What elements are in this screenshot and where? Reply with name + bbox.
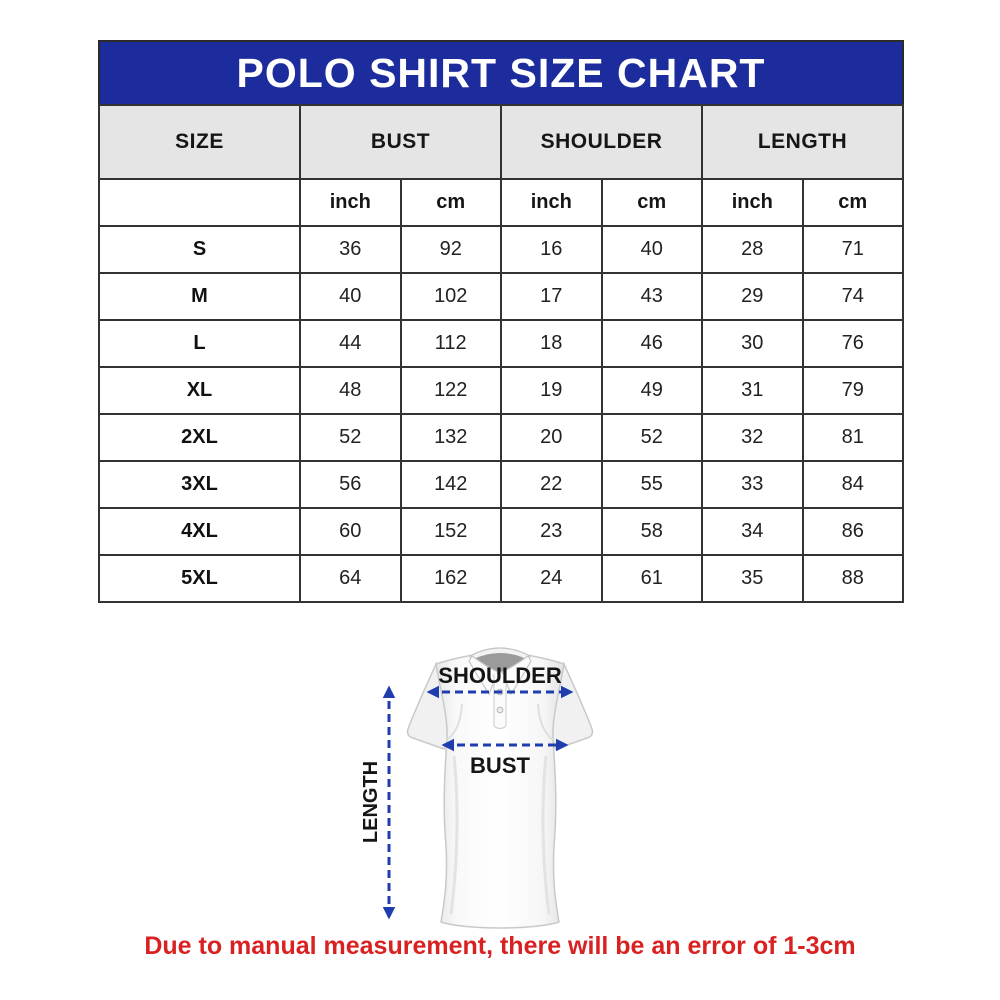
value-cell: 102 (399, 272, 502, 321)
value-cell: 29 (701, 272, 804, 321)
value-cell: 58 (600, 507, 703, 556)
value-cell: 20 (500, 413, 603, 462)
column-header-size: SIZE (98, 104, 301, 180)
unit-cell: cm (801, 178, 904, 227)
value-cell: 36 (299, 225, 402, 274)
value-cell: 43 (600, 272, 703, 321)
size-label: L (98, 319, 301, 368)
table-row: XL 48 122 19 49 31 79 (98, 366, 904, 415)
value-cell: 132 (399, 413, 502, 462)
value-cell: 76 (801, 319, 904, 368)
table-header-row: SIZE BUST SHOULDER LENGTH (98, 104, 904, 180)
unit-cell: inch (299, 178, 402, 227)
size-label: 3XL (98, 460, 301, 509)
value-cell: 142 (399, 460, 502, 509)
value-cell: 74 (801, 272, 904, 321)
value-cell: 16 (500, 225, 603, 274)
value-cell: 88 (801, 554, 904, 603)
value-cell: 152 (399, 507, 502, 556)
value-cell: 24 (500, 554, 603, 603)
value-cell: 92 (399, 225, 502, 274)
shirt-fold-left (449, 755, 459, 915)
chart-title-bar: POLO SHIRT SIZE CHART (98, 40, 904, 104)
size-label: S (98, 225, 301, 274)
value-cell: 31 (701, 366, 804, 415)
value-cell: 17 (500, 272, 603, 321)
value-cell: 64 (299, 554, 402, 603)
value-cell: 55 (600, 460, 703, 509)
table-row: L 44 112 18 46 30 76 (98, 319, 904, 368)
value-cell: 18 (500, 319, 603, 368)
column-header-shoulder: SHOULDER (500, 104, 703, 180)
shirt-armhole-left (446, 703, 463, 741)
table-row: 4XL 60 152 23 58 34 86 (98, 507, 904, 556)
column-header-bust: BUST (299, 104, 502, 180)
value-cell: 44 (299, 319, 402, 368)
table-row: 2XL 52 132 20 52 32 81 (98, 413, 904, 462)
value-cell: 61 (600, 554, 703, 603)
value-cell: 40 (299, 272, 402, 321)
value-cell: 84 (801, 460, 904, 509)
value-cell: 46 (600, 319, 703, 368)
value-cell: 86 (801, 507, 904, 556)
shirt-fold-right (541, 755, 551, 915)
value-cell: 162 (399, 554, 502, 603)
value-cell: 40 (600, 225, 703, 274)
size-label: 5XL (98, 554, 301, 603)
measurement-disclaimer: Due to manual measurement, there will be… (144, 932, 856, 960)
chart-title: POLO SHIRT SIZE CHART (236, 49, 766, 96)
shoulder-label: SHOULDER (438, 663, 562, 688)
unit-cell: inch (500, 178, 603, 227)
value-cell: 23 (500, 507, 603, 556)
value-cell: 49 (600, 366, 703, 415)
value-cell: 60 (299, 507, 402, 556)
shirt-button-bottom (496, 706, 504, 714)
value-cell: 81 (801, 413, 904, 462)
size-table: SIZE BUST SHOULDER LENGTH inch cm inch c… (98, 104, 904, 603)
value-cell: 56 (299, 460, 402, 509)
value-cell: 52 (299, 413, 402, 462)
column-header-length: LENGTH (701, 104, 904, 180)
bust-label: BUST (470, 753, 530, 778)
value-cell: 122 (399, 366, 502, 415)
shirt-armhole-right (537, 703, 554, 741)
size-chart-panel: POLO SHIRT SIZE CHART SIZE BUST SHOULDER… (98, 40, 904, 603)
unit-header-row: inch cm inch cm inch cm (98, 178, 904, 227)
value-cell: 32 (701, 413, 804, 462)
value-cell: 112 (399, 319, 502, 368)
table-row: 5XL 64 162 24 61 35 88 (98, 554, 904, 603)
table-row: 3XL 56 142 22 55 33 84 (98, 460, 904, 509)
unit-cell: cm (399, 178, 502, 227)
size-label: M (98, 272, 301, 321)
value-cell: 34 (701, 507, 804, 556)
shirt-body (435, 654, 565, 929)
size-label: XL (98, 366, 301, 415)
value-cell: 48 (299, 366, 402, 415)
length-label: LENGTH (360, 761, 382, 843)
table-row: M 40 102 17 43 29 74 (98, 272, 904, 321)
value-cell: 22 (500, 460, 603, 509)
unit-cell: inch (701, 178, 804, 227)
shirt-measurement-diagram: SHOULDER BUST LENGTH (340, 636, 660, 946)
value-cell: 52 (600, 413, 703, 462)
value-cell: 33 (701, 460, 804, 509)
table-row: S 36 92 16 40 28 71 (98, 225, 904, 274)
polo-shirt-illustration: SHOULDER BUST LENGTH (360, 647, 594, 929)
value-cell: 28 (701, 225, 804, 274)
value-cell: 35 (701, 554, 804, 603)
unit-cell: cm (600, 178, 703, 227)
value-cell: 79 (801, 366, 904, 415)
size-label: 4XL (98, 507, 301, 556)
value-cell: 19 (500, 366, 603, 415)
size-label: 2XL (98, 413, 301, 462)
unit-spacer-cell (98, 178, 301, 227)
value-cell: 71 (801, 225, 904, 274)
value-cell: 30 (701, 319, 804, 368)
